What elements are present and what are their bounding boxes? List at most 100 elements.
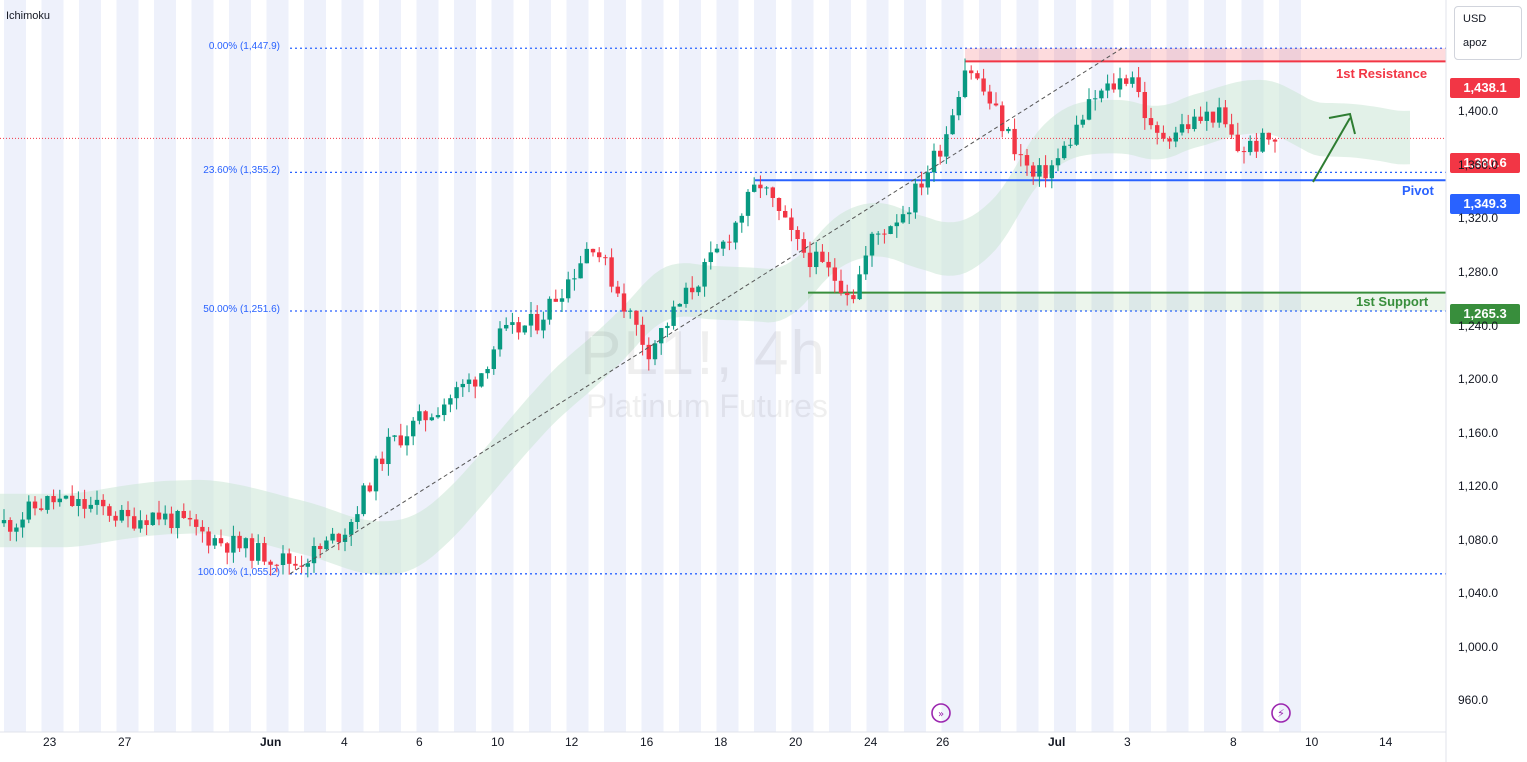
last-price-tag: 1,380.6 [1450, 153, 1520, 173]
currency-selector[interactable]: USD apoz [1454, 6, 1522, 60]
fib-label: 100.00% (1,055.2) [197, 566, 280, 578]
candle-body [1272, 139, 1278, 142]
candle-body [256, 543, 261, 561]
candle-body [435, 415, 441, 418]
y-tick-label: 1,040.0 [1458, 586, 1499, 601]
candle-body [845, 292, 850, 296]
candle-body [938, 150, 943, 157]
candle-body [807, 252, 813, 268]
candle-body [1192, 116, 1197, 130]
candle-body [144, 520, 149, 526]
candle-body [330, 533, 335, 541]
candle-body [485, 369, 490, 374]
candle-body [1155, 125, 1160, 133]
candle-body [1223, 107, 1228, 125]
candle-body [745, 191, 751, 216]
candle-body [1086, 99, 1092, 120]
candle-body [535, 313, 540, 331]
candle-body [1080, 119, 1085, 125]
session-band [679, 0, 701, 732]
candle-body [721, 241, 726, 249]
candle-body [249, 538, 255, 561]
candle-body [714, 248, 720, 253]
candle-body [913, 183, 918, 213]
candle-body [615, 286, 620, 294]
candle-body [510, 322, 515, 325]
y-tick-label: 1,080.0 [1458, 532, 1499, 547]
candle-body [404, 436, 410, 446]
session-band [416, 0, 439, 732]
candle-body [1049, 165, 1054, 179]
candle-body [156, 512, 162, 520]
candle-body [677, 303, 682, 307]
candle-body [119, 509, 124, 521]
candle-body [1136, 77, 1141, 93]
candle-body [665, 325, 670, 329]
x-tick-label: 8 [1230, 735, 1237, 749]
fib-label: 23.60% (1,355.2) [203, 165, 280, 177]
resistance-label: 1st Resistance [1336, 66, 1428, 81]
candle-body [200, 526, 205, 532]
candle-body [45, 496, 50, 510]
candle-body [919, 183, 924, 188]
candle-body [1037, 165, 1042, 177]
session-band [454, 0, 476, 732]
candle-body [801, 239, 806, 253]
candle-body [1093, 98, 1098, 100]
candle-body [993, 103, 999, 106]
fib-label: 0.00% (1,447.9) [208, 41, 280, 53]
candle-body [218, 538, 224, 544]
candle-body [473, 379, 478, 387]
candle-body [1161, 132, 1166, 139]
candle-body [187, 517, 193, 520]
y-tick-label: 1,000.0 [1458, 639, 1499, 654]
candle-body [590, 248, 596, 253]
candle-body [206, 531, 211, 546]
candle-body [479, 373, 484, 387]
candle-body [237, 535, 242, 549]
candle-body [553, 298, 558, 302]
session-band [1091, 0, 1114, 732]
candle-body [1260, 132, 1265, 152]
flash-icon: ⚡ [1277, 707, 1285, 720]
x-tick-label: 23 [43, 735, 57, 749]
candle-body [1148, 118, 1154, 126]
candle-body [956, 97, 961, 116]
candle-body [163, 513, 168, 520]
candle-body [826, 261, 831, 268]
indicator-label[interactable]: Ichimoku [6, 10, 51, 22]
candle-body [1068, 144, 1073, 146]
candle-body [1018, 154, 1023, 156]
candle-body [1031, 165, 1036, 177]
candle-body [820, 251, 825, 262]
session-band [1166, 0, 1189, 732]
y-tick-label: 1,200.0 [1458, 372, 1499, 387]
candle-body [683, 287, 689, 304]
x-tick-label: 26 [936, 735, 950, 749]
session-band [641, 0, 664, 732]
candle-body [869, 233, 875, 256]
x-tick-label: 14 [1379, 735, 1393, 749]
candle-body [14, 527, 19, 532]
candle-body [181, 510, 186, 518]
session-band [941, 0, 964, 732]
session-band [866, 0, 889, 732]
candle-body [671, 306, 676, 326]
candle-body [900, 214, 906, 223]
candle-body [1241, 151, 1247, 153]
watermark-symbol: PL1!, 4h [580, 319, 827, 388]
x-tick-label: 18 [714, 735, 728, 749]
candle-body [1062, 145, 1067, 159]
session-band [41, 0, 64, 732]
candle-body [931, 150, 937, 173]
candle-body [770, 187, 775, 199]
session-band [191, 0, 214, 732]
candle-body [925, 172, 930, 188]
x-tick-label: 3 [1124, 735, 1131, 749]
pivot-label: Pivot [1402, 183, 1434, 198]
session-band [116, 0, 139, 732]
candle-body [150, 512, 155, 526]
candle-body [764, 187, 769, 189]
projection-arrow-head [1328, 112, 1356, 135]
